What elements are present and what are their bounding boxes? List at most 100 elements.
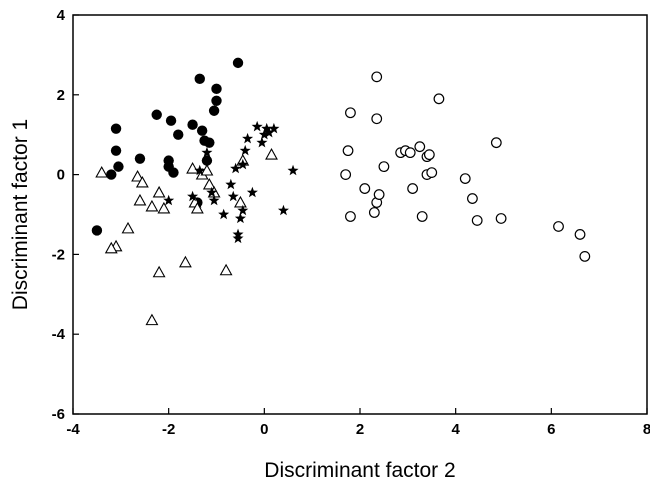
open-circle-point	[371, 71, 383, 83]
star-point	[201, 146, 213, 158]
filled-circle-point	[168, 167, 179, 178]
star-point	[218, 208, 230, 220]
open-circle-point	[459, 173, 471, 184]
open-triangle-point	[233, 195, 247, 208]
star-point	[261, 122, 273, 134]
x-tick-label: -2	[162, 421, 175, 438]
filled-circle-point	[113, 161, 124, 172]
star-point	[256, 136, 268, 148]
star-point	[263, 126, 275, 138]
x-tick-label: 0	[260, 421, 268, 438]
star-point	[242, 132, 254, 144]
star-point	[237, 204, 249, 216]
open-triangle-point	[186, 161, 200, 174]
star-point	[208, 194, 220, 206]
star-point	[268, 122, 280, 134]
open-circle-point	[553, 221, 564, 232]
star-point	[246, 186, 258, 198]
open-triangle-point	[178, 255, 192, 268]
open-triangle-point	[133, 193, 147, 206]
open-circle-point	[574, 229, 586, 240]
open-circle-point	[471, 215, 483, 226]
open-circle-point	[342, 145, 354, 157]
x-tick-label: 4	[451, 421, 460, 438]
open-triangle-point	[200, 163, 214, 176]
filled-circle-point	[106, 169, 117, 180]
open-circle-point	[423, 149, 435, 161]
open-circle-point	[340, 169, 352, 181]
filled-circle-point	[110, 123, 122, 134]
open-triangle-point	[157, 201, 171, 214]
open-triangle-point	[131, 169, 145, 182]
open-circle-point	[404, 147, 416, 159]
x-tick-label: 6	[547, 421, 555, 438]
open-triangle-point	[95, 165, 109, 178]
filled-circle-point	[196, 125, 208, 136]
open-circle-point	[345, 107, 356, 119]
open-circle-point	[579, 250, 591, 262]
open-circle-point	[378, 161, 390, 173]
open-circle-point	[433, 93, 445, 105]
filled-circle-point	[187, 119, 198, 130]
open-circle-point	[414, 141, 426, 153]
star-point	[187, 190, 199, 202]
open-circle-point	[368, 207, 380, 218]
open-triangle-point	[152, 185, 166, 198]
filled-circle-point	[173, 129, 184, 140]
plot-frame	[72, 14, 648, 415]
open-circle-point	[467, 193, 478, 204]
filled-circle-point	[211, 95, 222, 106]
x-axis-title: Discriminant factor 2	[264, 459, 455, 482]
open-triangle-point	[265, 148, 278, 160]
filled-circle-point	[204, 137, 215, 148]
star-point	[258, 128, 270, 140]
filled-circle-point	[194, 73, 205, 85]
filled-circle-point	[232, 57, 244, 69]
y-tick-label: -2	[52, 246, 65, 263]
open-circle-point	[407, 183, 419, 194]
star-point	[232, 232, 244, 244]
open-circle-point	[416, 211, 428, 222]
open-triangle-point	[190, 201, 204, 214]
y-tick-label: -6	[52, 406, 65, 423]
star-point	[194, 164, 206, 176]
open-circle-point	[426, 167, 438, 179]
star-point	[287, 164, 299, 176]
x-tick-label: -4	[66, 421, 80, 438]
star-point	[251, 120, 263, 132]
open-circle-point	[345, 211, 356, 222]
filled-circle-point	[165, 115, 177, 126]
filled-circle-point	[201, 155, 213, 166]
filled-circle-point	[211, 83, 222, 95]
star-point	[234, 212, 246, 224]
open-circle-point	[359, 183, 371, 194]
filled-circle-point	[91, 225, 103, 236]
star-point	[230, 162, 242, 174]
star-point	[227, 190, 239, 202]
open-circle-point	[490, 137, 502, 149]
star-point	[277, 204, 289, 216]
filled-circle-point	[208, 105, 220, 116]
y-axis-title: Discriminant factor 1	[9, 119, 32, 310]
star-point	[239, 144, 251, 156]
filled-circle-point	[110, 145, 122, 156]
open-triangle-point	[135, 175, 149, 188]
open-triangle-point	[104, 241, 118, 254]
y-tick-label: 4	[57, 7, 66, 24]
open-circle-point	[373, 189, 385, 200]
star-point	[163, 194, 175, 206]
open-triangle-point	[145, 199, 159, 212]
open-triangle-point	[219, 263, 233, 276]
open-triangle-point	[145, 313, 159, 326]
open-triangle-point	[152, 265, 166, 278]
open-triangle-point	[202, 177, 216, 190]
y-tick-label: 0	[57, 167, 65, 184]
filled-circle-point	[134, 153, 146, 164]
open-triangle-point	[121, 221, 135, 234]
star-point	[206, 186, 218, 198]
star-point	[225, 178, 237, 190]
open-circle-point	[495, 213, 507, 224]
y-tick-label: 2	[57, 87, 65, 104]
open-circle-point	[371, 113, 383, 125]
